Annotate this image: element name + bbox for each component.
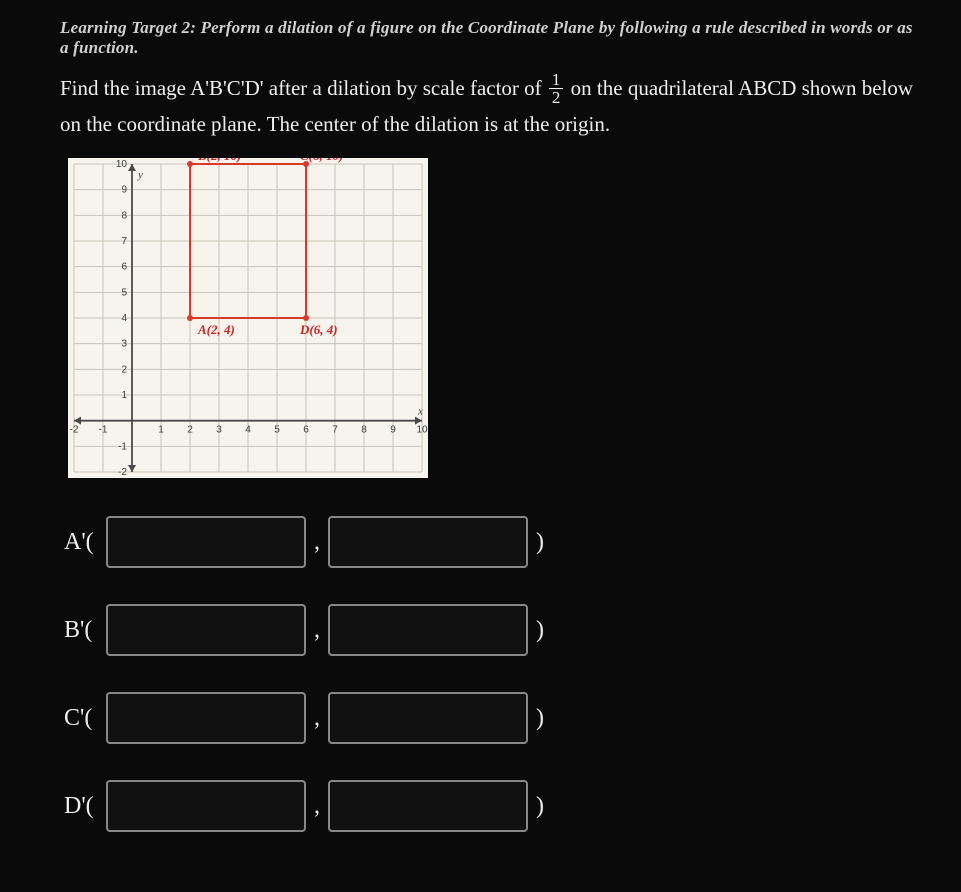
answer-label-a: A'( — [64, 529, 106, 556]
svg-text:1: 1 — [121, 390, 127, 401]
comma: , — [314, 529, 320, 556]
answer-b-y-input[interactable] — [328, 604, 528, 656]
comma: , — [314, 617, 320, 644]
answer-c-x-input[interactable] — [106, 692, 306, 744]
svg-text:8: 8 — [121, 211, 127, 222]
answer-label-d: D'( — [64, 793, 106, 820]
answer-d-y-input[interactable] — [328, 780, 528, 832]
svg-text:2: 2 — [187, 425, 193, 436]
answer-b-x-input[interactable] — [106, 604, 306, 656]
close-paren: ) — [536, 705, 544, 732]
close-paren: ) — [536, 617, 544, 644]
answer-a-y-input[interactable] — [328, 516, 528, 568]
svg-text:C(6, 10): C(6, 10) — [300, 158, 343, 163]
answer-row-a: A'( , ) — [64, 516, 921, 568]
svg-text:3: 3 — [216, 425, 222, 436]
svg-text:6: 6 — [303, 425, 309, 436]
svg-text:-2: -2 — [118, 467, 127, 478]
scale-factor-fraction: 12 — [549, 71, 564, 106]
svg-text:5: 5 — [274, 425, 280, 436]
answer-row-c: C'( , ) — [64, 692, 921, 744]
svg-text:A(2, 4): A(2, 4) — [197, 322, 235, 337]
svg-text:-2: -2 — [70, 425, 79, 436]
svg-text:x: x — [417, 406, 423, 418]
coordinate-graph: -2 -1 1 2 3 4 5 6 7 8 9 10 -2 -1 1 2 3 4 5 6 7 8 9 10 x y B(2, 10)… — [68, 158, 428, 478]
learning-target: Learning Target 2: Perform a dilation of… — [60, 18, 921, 58]
fraction-denominator: 2 — [549, 89, 564, 106]
svg-text:4: 4 — [245, 425, 251, 436]
svg-text:3: 3 — [121, 339, 127, 350]
svg-text:D(6, 4): D(6, 4) — [299, 322, 338, 337]
answer-row-d: D'( , ) — [64, 780, 921, 832]
svg-text:10: 10 — [416, 425, 428, 436]
svg-text:6: 6 — [121, 262, 127, 273]
svg-text:5: 5 — [121, 288, 127, 299]
svg-text:7: 7 — [332, 425, 338, 436]
svg-text:7: 7 — [121, 236, 127, 247]
svg-text:4: 4 — [121, 313, 127, 324]
answer-section: A'( , ) B'( , ) C'( , ) D'( , ) — [64, 516, 921, 832]
svg-text:1: 1 — [158, 425, 164, 436]
comma: , — [314, 793, 320, 820]
question-pre: Find the image A'B'C'D' after a dilation… — [60, 76, 547, 100]
svg-text:2: 2 — [121, 365, 127, 376]
svg-text:9: 9 — [390, 425, 396, 436]
svg-text:9: 9 — [121, 185, 127, 196]
svg-text:-1: -1 — [118, 442, 127, 453]
answer-label-b: B'( — [64, 617, 106, 644]
svg-text:8: 8 — [361, 425, 367, 436]
svg-text:-1: -1 — [99, 425, 108, 436]
question-text: Find the image A'B'C'D' after a dilation… — [60, 72, 921, 140]
answer-d-x-input[interactable] — [106, 780, 306, 832]
close-paren: ) — [536, 529, 544, 556]
answer-a-x-input[interactable] — [106, 516, 306, 568]
answer-label-c: C'( — [64, 705, 106, 732]
svg-text:B(2, 10): B(2, 10) — [197, 158, 241, 163]
answer-row-b: B'( , ) — [64, 604, 921, 656]
svg-text:10: 10 — [116, 159, 128, 170]
fraction-numerator: 1 — [549, 71, 564, 89]
answer-c-y-input[interactable] — [328, 692, 528, 744]
comma: , — [314, 705, 320, 732]
svg-text:y: y — [137, 169, 143, 181]
close-paren: ) — [536, 793, 544, 820]
